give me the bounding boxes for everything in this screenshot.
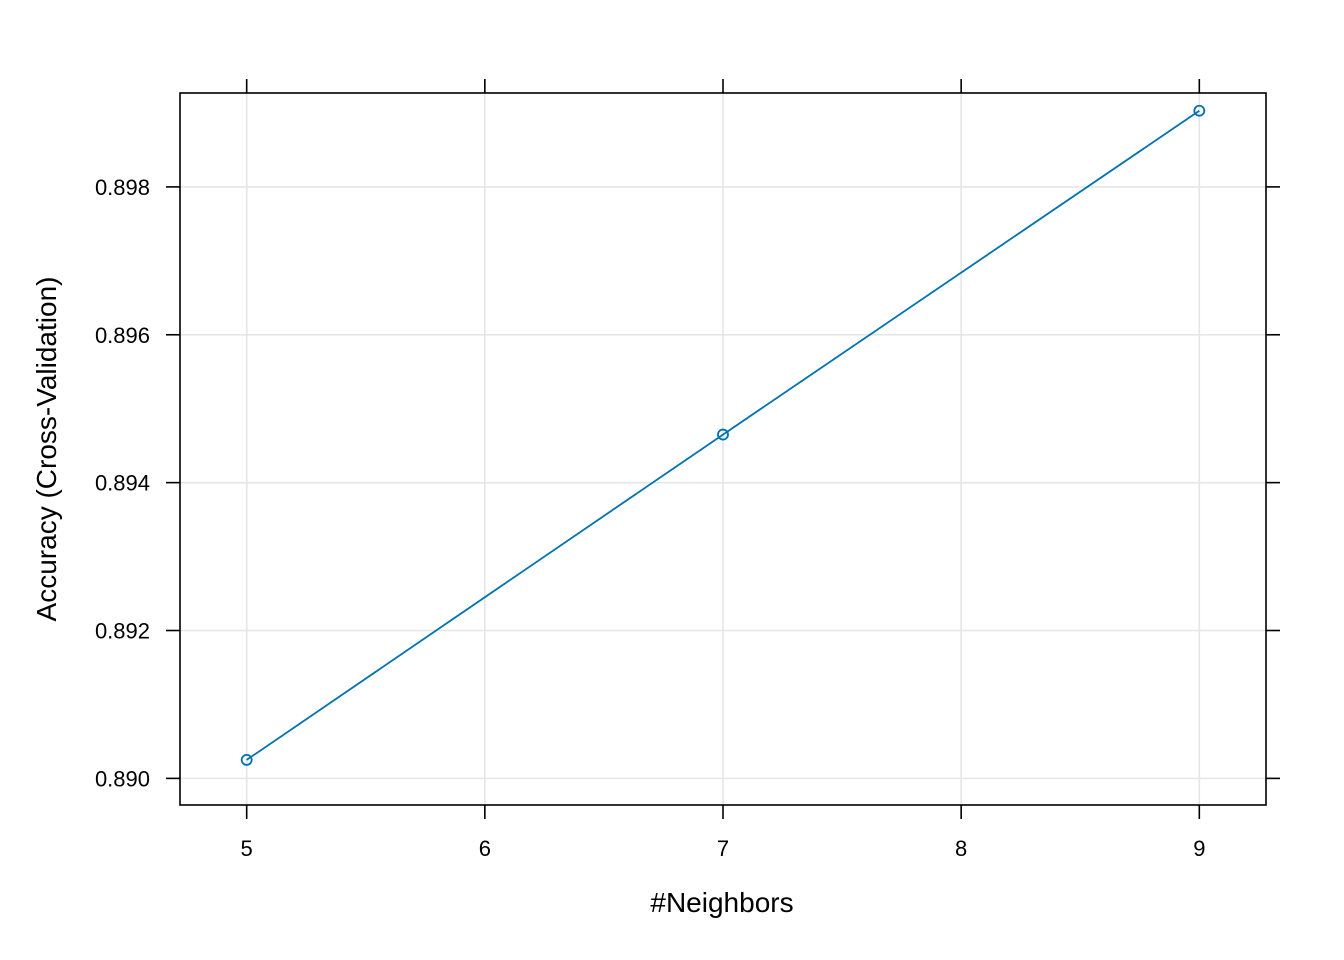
x-axis-title: #Neighbors [650, 887, 793, 918]
y-tick-label: 0.892 [95, 619, 150, 644]
data-point [240, 753, 253, 766]
axis-ticks: 5 6 7 8 9 0.890 0.892 0.894 0.896 0.898 [95, 79, 1280, 861]
series-layer [240, 104, 1206, 766]
grid-lines [180, 93, 1266, 805]
x-tick-label: 5 [241, 836, 253, 861]
y-axis-title: Accuracy (Cross-Validation) [31, 277, 62, 622]
y-tick-label: 0.898 [95, 175, 150, 200]
data-point [717, 428, 729, 441]
x-tick-label: 7 [717, 836, 729, 861]
y-tick-label: 0.894 [95, 471, 150, 496]
y-tick-label: 0.896 [95, 323, 150, 348]
x-tick-label: 8 [955, 836, 967, 861]
x-tick-label: 6 [479, 836, 491, 861]
y-tick-label: 0.890 [95, 766, 150, 791]
data-point [1193, 104, 1206, 117]
x-tick-label: 9 [1193, 836, 1205, 861]
series-line [246, 110, 1200, 761]
